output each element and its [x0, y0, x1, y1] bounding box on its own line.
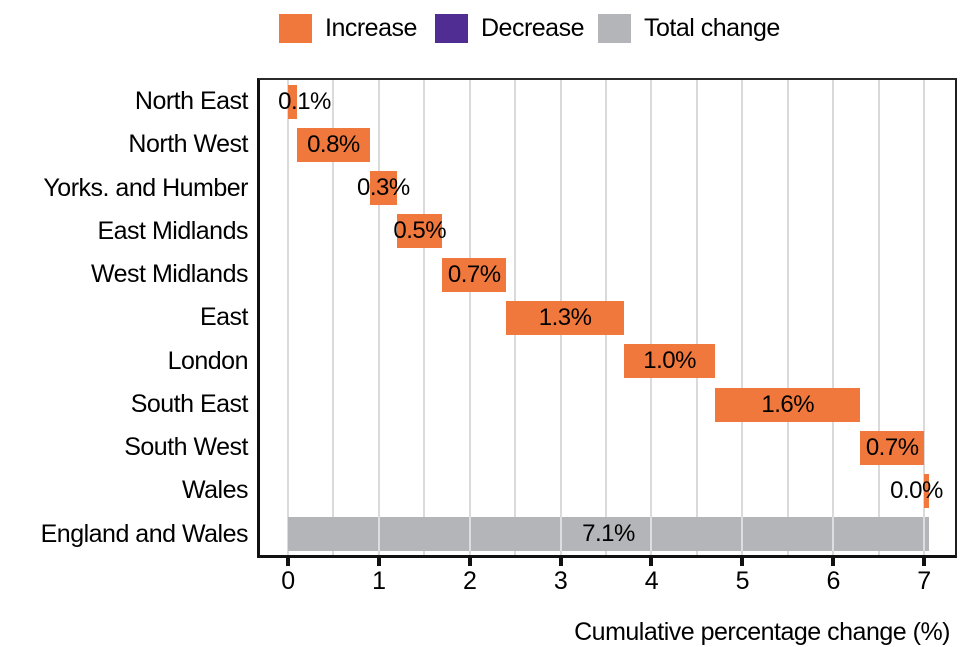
bar-value-label-yorks-and-humber: 0.3%: [357, 174, 410, 202]
x-tick: [740, 558, 745, 566]
total-bar-gridline: [650, 517, 653, 552]
bar-value-label-north-west: 0.8%: [307, 130, 360, 158]
x-tick-label-5: 5: [735, 567, 750, 595]
legend-item-total-change: Total change: [598, 14, 780, 43]
x-axis-title: Cumulative percentage change (%): [574, 618, 950, 646]
x-tick-label-1: 1: [372, 567, 386, 595]
y-axis-label-north-east: North East: [134, 87, 249, 115]
gridline: [332, 80, 335, 555]
bar-north-east: [288, 84, 298, 119]
x-tick: [831, 558, 836, 566]
gridline: [287, 80, 289, 555]
gridline: [650, 80, 653, 555]
legend-label-total-change: Total change: [644, 14, 780, 42]
bar-value-label-wales: 0.0%: [890, 477, 943, 505]
bar-west-midlands: [442, 257, 507, 292]
x-tick-label-2: 2: [463, 567, 477, 595]
x-tick-label-0: 0: [281, 567, 295, 595]
y-axis-label-north-west: North West: [128, 130, 248, 159]
legend-item-increase: Increase: [279, 14, 417, 43]
x-tick: [286, 558, 290, 566]
plot-area: 0.1% 0.8% 0.3% 0.5% 0.7% 1.3% 1.0% 1.6% 0.7% 0.0%…: [257, 78, 957, 558]
total-bar-gridline: [922, 517, 925, 552]
y-axis-label-wales: Wales: [181, 476, 249, 505]
gridline: [423, 80, 426, 555]
bar-yorks-and-humber: [369, 171, 398, 206]
legend-item-decrease: Decrease: [435, 14, 585, 43]
decrease-swatch-icon: [435, 14, 468, 43]
gridline: [695, 80, 698, 555]
y-axis-label-east: East: [199, 303, 249, 332]
bar-value-label-north-east: 0.1%: [278, 87, 331, 115]
bar-east: [506, 301, 625, 335]
x-tick-label-3: 3: [553, 567, 568, 595]
bar-value-label-london: 1.0%: [643, 347, 696, 375]
y-axis-label-england-and-wales: England and Wales: [40, 519, 249, 548]
total-change-swatch-icon: [598, 14, 631, 43]
bar-east-midlands: [397, 214, 443, 249]
total-bar-gridline: [468, 517, 471, 552]
bar-south-west: [860, 430, 924, 465]
y-axis-labels: North East North West Yorks. and Humber Eas…: [0, 80, 249, 556]
x-tick-label-7: 7: [917, 567, 931, 595]
gridline: [922, 80, 925, 555]
bar-north-west: [297, 127, 370, 162]
gridline: [877, 80, 880, 555]
x-tick: [558, 558, 563, 566]
total-bar-gridline: [741, 517, 744, 552]
bar-london: [624, 344, 715, 379]
gridline: [741, 80, 744, 555]
bar-south-east: [715, 387, 861, 422]
x-axis: 0 1 2 3 4 5 6 7: [257, 558, 957, 602]
x-tick: [376, 558, 381, 566]
bar-value-label-south-west: 0.7%: [865, 433, 919, 461]
x-tick: [467, 558, 472, 566]
bar-value-label-east-midlands: 0.5%: [393, 217, 447, 245]
bar-value-label-england-and-wales: 7.1%: [582, 520, 635, 548]
gridline: [468, 80, 471, 555]
y-axis-label-south-west: South West: [124, 433, 248, 462]
legend-label-decrease: Decrease: [481, 14, 585, 42]
y-axis-label-yorks-and-humber: Yorks. and Humber: [43, 173, 248, 202]
y-axis-label-west-midlands: West Midlands: [91, 260, 249, 289]
x-tick: [921, 558, 926, 566]
gridline: [832, 80, 835, 555]
bar-value-label-east: 1.3%: [538, 304, 592, 331]
total-bar-gridline: [559, 517, 562, 552]
total-bar-gridline: [832, 517, 835, 552]
legend-label-increase: Increase: [325, 14, 417, 42]
x-tick-label-6: 6: [826, 567, 840, 595]
bar-england-and-wales: [288, 517, 929, 552]
y-axis-label-london: London: [167, 346, 249, 375]
bar-wales: [923, 474, 929, 509]
gridline: [377, 80, 380, 555]
bar-value-label-south-east: 1.6%: [761, 390, 815, 418]
bar-value-label-west-midlands: 0.7%: [447, 260, 501, 288]
increase-swatch-icon: [279, 14, 312, 43]
x-tick: [649, 558, 654, 566]
y-axis-label-south-east: South East: [130, 389, 249, 418]
y-axis-label-east-midlands: East Midlands: [97, 216, 248, 245]
gridline: [786, 80, 789, 555]
x-tick-label-4: 4: [644, 567, 659, 595]
total-bar-gridline: [377, 517, 380, 552]
